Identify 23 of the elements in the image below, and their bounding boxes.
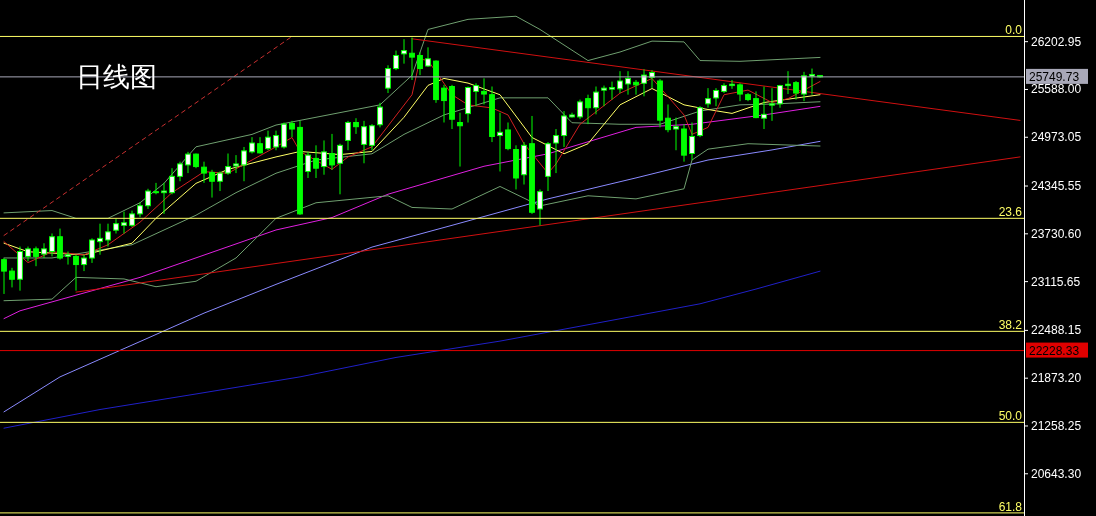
y-tick-label: 20643.30 — [1031, 466, 1082, 481]
text: 日线图 — [76, 62, 157, 92]
y-tick-label: 21258.25 — [1031, 418, 1082, 433]
line-series — [3, 143, 821, 302]
annotation: 23.6 — [998, 205, 1023, 220]
annotation: 38.2 — [998, 318, 1023, 333]
y-tick-label: 22488.15 — [1031, 323, 1082, 338]
y-tick-label: 25588.00 — [1031, 82, 1082, 97]
line-series — [3, 105, 821, 320]
annotation: 0.0 — [1005, 23, 1023, 38]
line-series — [3, 270, 821, 429]
annotation: 50.0 — [998, 409, 1023, 424]
y-tick-label: 23730.60 — [1031, 226, 1082, 241]
y-tick-label: 24973.05 — [1031, 130, 1082, 145]
annotation: 61.8 — [998, 499, 1023, 514]
line-series — [3, 15, 821, 219]
ref-line-label: 22228.33 — [1029, 343, 1080, 358]
y-tick-label: 21873.20 — [1031, 371, 1082, 386]
y-tick-label: 24345.55 — [1031, 179, 1082, 194]
line-series — [3, 140, 821, 413]
y-tick-label: 26202.95 — [1031, 34, 1082, 49]
y-tick-label: 23115.65 — [1031, 274, 1081, 289]
ref-line-label: 25749.73 — [1029, 69, 1080, 84]
